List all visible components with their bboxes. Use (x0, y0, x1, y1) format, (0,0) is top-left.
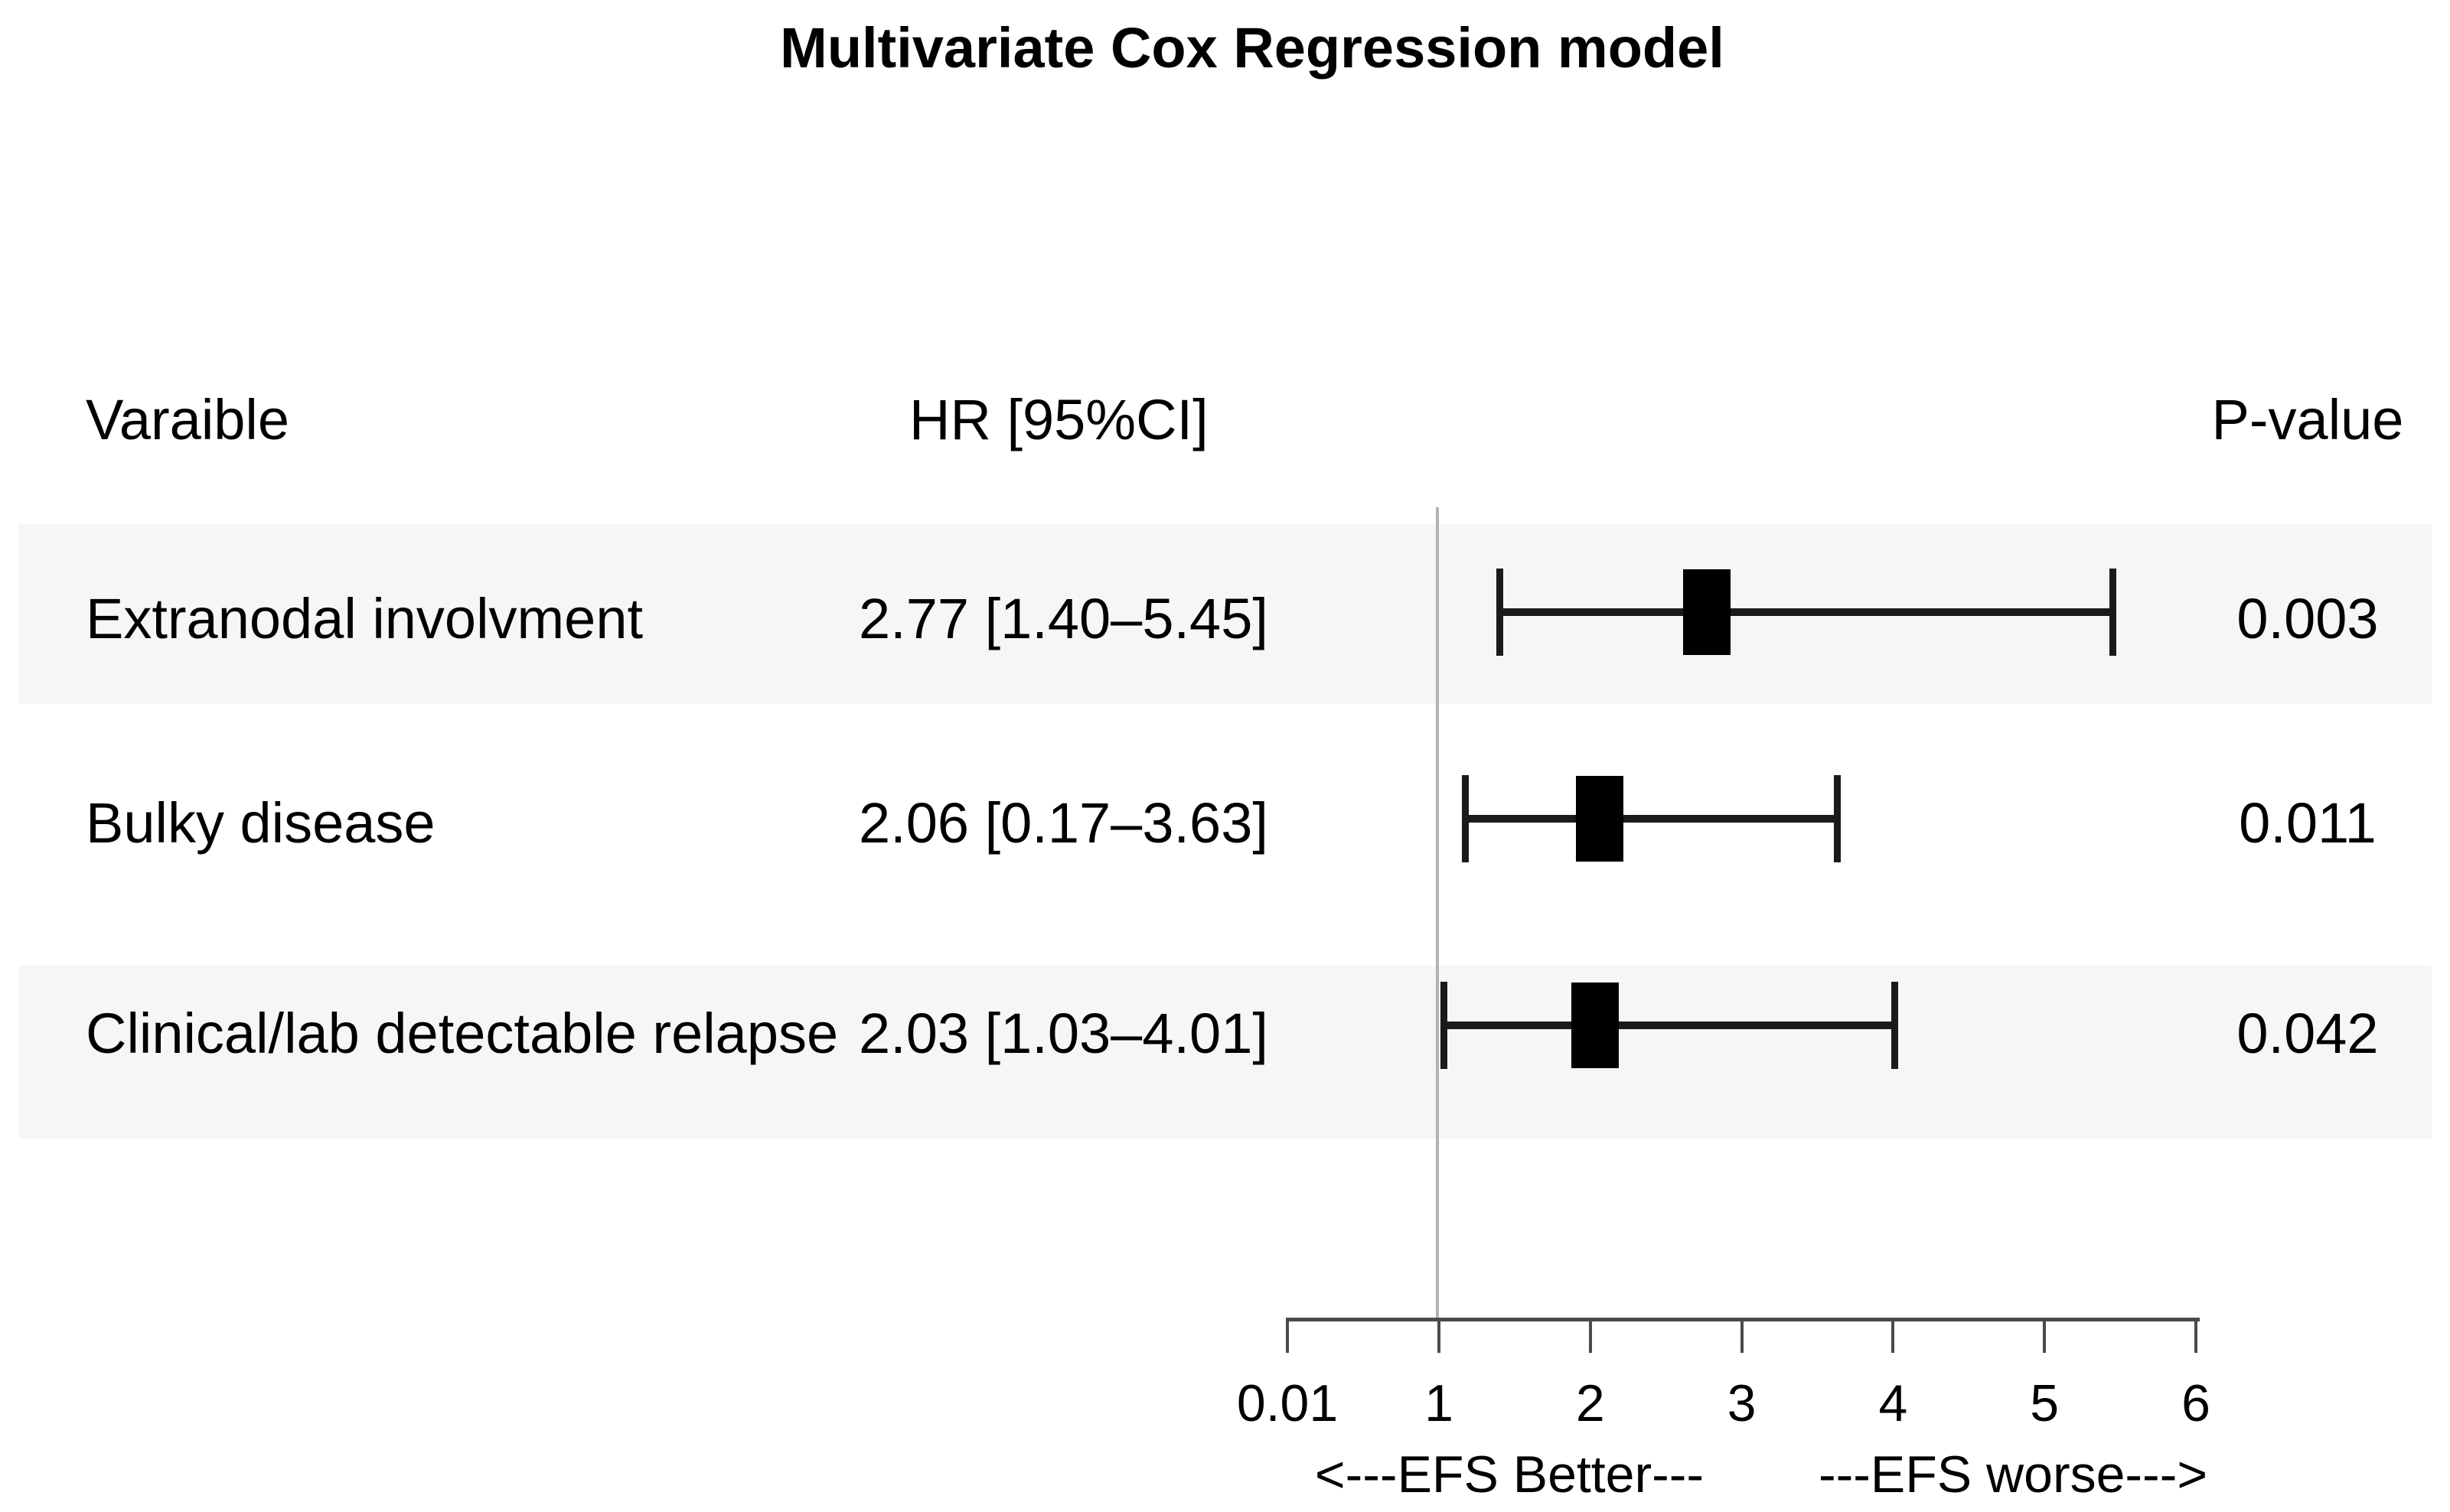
x-axis-tick-label: 4 (1878, 1374, 1908, 1432)
ci-line (1443, 1022, 1895, 1029)
x-axis-tick-label: 0.01 (1236, 1374, 1339, 1432)
row-pvalue: 0.042 (2236, 1002, 2379, 1065)
ci-cap (1891, 982, 1899, 1069)
row-hr-ci: 2.03 [1.03–4.01] (859, 1002, 1268, 1065)
row-label: Clinical/lab detectable relapse (86, 1002, 839, 1065)
row-pvalue: 0.003 (2236, 587, 2379, 650)
row-label: Bulky disease (86, 791, 436, 855)
x-axis-tick-mark (1740, 1318, 1744, 1353)
x-axis-tick-label: 6 (2181, 1374, 2210, 1432)
chart-title: Multivariate Cox Regression model (780, 16, 1724, 80)
x-axis-tick-mark (1891, 1318, 1895, 1353)
x-axis-tick-label: 2 (1575, 1374, 1605, 1432)
row-hr-ci: 2.77 [1.40–5.45] (859, 587, 1268, 650)
reference-line (1436, 507, 1439, 1319)
x-axis-line (1287, 1318, 2200, 1321)
ci-line (1464, 815, 1838, 823)
column-header-hr: HR [95%CI] (909, 388, 1209, 451)
hr-point-marker (1571, 982, 1619, 1068)
row-band-shaded (18, 966, 2432, 1139)
ci-cap (2109, 569, 2117, 656)
ci-cap (1440, 982, 1447, 1069)
x-axis-tick-mark (1588, 1318, 1592, 1353)
row-label: Extranodal involvment (86, 587, 644, 650)
efs-worse-annotation: ---EFS worse---> (1818, 1445, 2208, 1504)
hr-point-marker (1575, 776, 1623, 862)
x-axis-tick-label: 1 (1424, 1374, 1453, 1432)
x-axis-tick-label: 5 (2030, 1374, 2060, 1432)
hr-point-marker (1683, 569, 1731, 655)
ci-cap (1496, 569, 1504, 656)
column-header-pvalue: P-value (2211, 388, 2404, 451)
x-axis-tick-mark (2043, 1318, 2047, 1353)
row-pvalue: 0.011 (2239, 791, 2377, 855)
x-axis-tick-mark (1437, 1318, 1440, 1353)
ci-line (1499, 608, 2113, 616)
ci-cap (1834, 775, 1842, 862)
efs-better-annotation: <---EFS Better--- (1314, 1445, 1705, 1504)
x-axis-tick-label: 3 (1727, 1374, 1757, 1432)
column-header-variable: Varaible (86, 388, 290, 451)
x-axis-tick-mark (2194, 1318, 2197, 1353)
x-axis-tick-mark (1286, 1318, 1289, 1353)
ci-cap (1461, 775, 1469, 862)
row-hr-ci: 2.06 [0.17–3.63] (859, 791, 1268, 855)
